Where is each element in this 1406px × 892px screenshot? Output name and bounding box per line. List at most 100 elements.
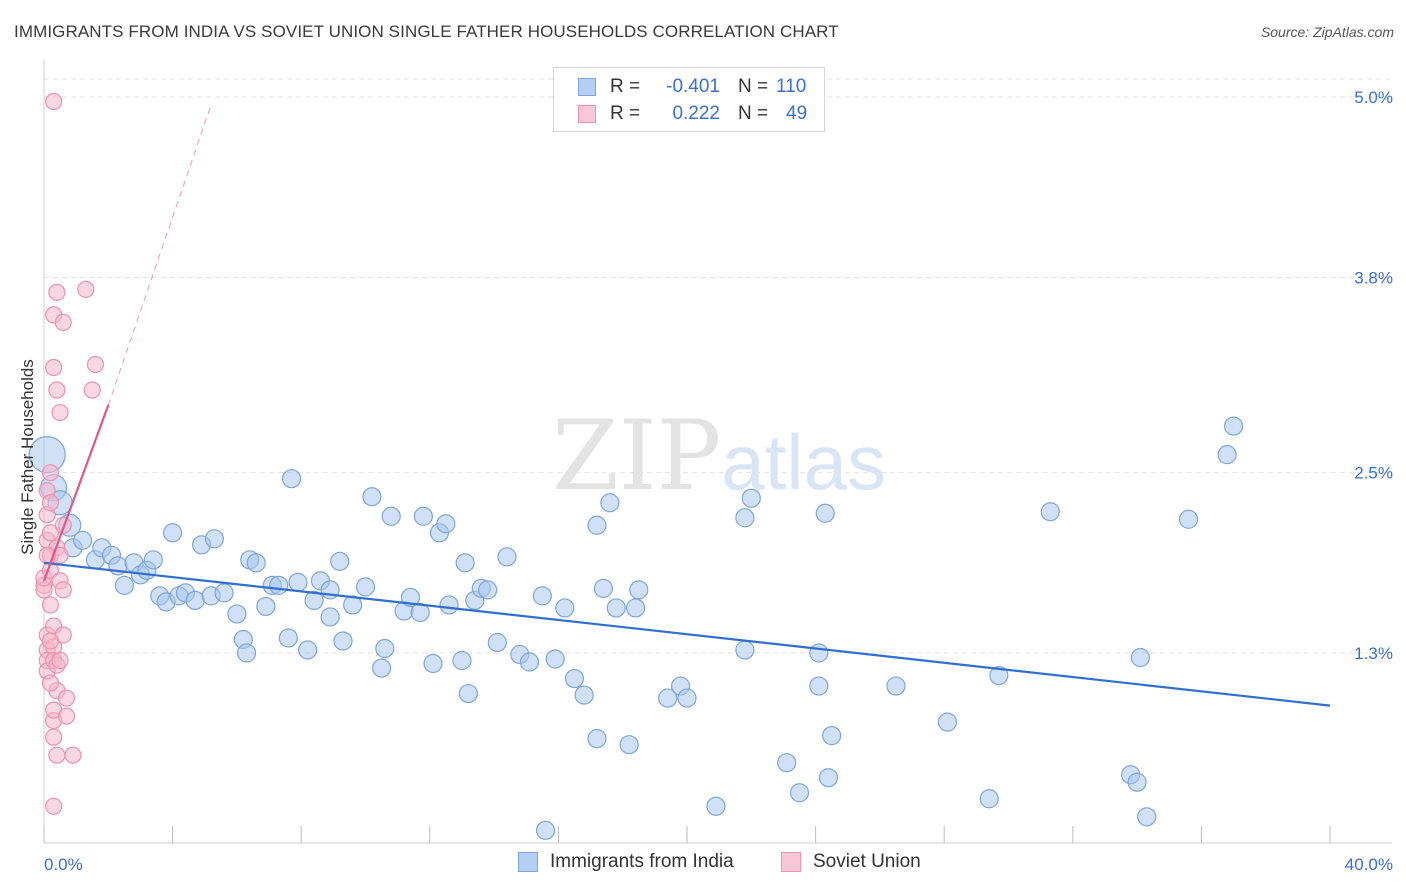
data-point-india <box>269 575 289 595</box>
data-point-india <box>593 578 614 598</box>
data-point-soviet <box>57 689 76 707</box>
legend-r-label: R = <box>610 103 641 124</box>
data-point-soviet <box>48 381 66 399</box>
data-point-soviet <box>45 728 63 746</box>
data-point-india <box>1130 647 1150 668</box>
data-point-india <box>304 590 324 611</box>
data-point-india <box>619 735 639 755</box>
data-point-india <box>487 632 507 653</box>
data-point-india <box>114 575 134 595</box>
data-point-soviet <box>48 283 66 301</box>
data-point-india <box>587 515 607 535</box>
data-point-india <box>1217 445 1237 465</box>
data-point-india <box>677 688 697 708</box>
data-point-india <box>989 665 1009 686</box>
data-point-india <box>236 643 257 663</box>
data-point-india <box>777 753 797 773</box>
data-point-india <box>706 796 726 816</box>
source-label: Source: ZipAtlas.com <box>1260 24 1394 40</box>
data-point-india <box>185 590 205 611</box>
data-point-india <box>600 493 620 513</box>
data-point-india <box>555 598 575 618</box>
data-point-india <box>497 547 517 567</box>
data-point-india <box>452 650 472 671</box>
legend: R = -0.401 N = 110 R = 0.222 N = 49 <box>553 67 825 132</box>
data-point-india <box>658 688 678 708</box>
data-point-india <box>789 783 810 803</box>
legend-r-value-india: -0.401 <box>666 76 720 97</box>
data-point-soviet <box>64 746 82 764</box>
data-point-india <box>371 658 392 678</box>
y-axis-label: Single Father Households <box>18 359 37 555</box>
legend-r-label: R = <box>610 76 641 97</box>
data-point-india <box>163 523 183 543</box>
data-point-india <box>735 508 755 528</box>
data-point-india <box>375 638 395 659</box>
data-point-india <box>587 729 607 749</box>
data-point-india <box>979 789 999 809</box>
data-point-soviet <box>45 92 63 111</box>
data-point-india <box>227 604 247 624</box>
bottom-legend-label-soviet: Soviet Union <box>813 851 921 872</box>
data-point-india <box>439 595 459 615</box>
data-point-india <box>822 726 842 746</box>
data-point-india <box>214 583 234 603</box>
data-point-india <box>246 553 266 573</box>
data-point-india <box>1040 502 1060 522</box>
trendline-soviet <box>42 404 110 582</box>
data-point-soviet <box>54 581 72 599</box>
data-point-india <box>535 820 556 840</box>
data-point-india <box>886 676 906 696</box>
y-tick-label: 5.0% <box>1354 88 1393 107</box>
data-point-soviet <box>83 381 101 399</box>
data-point-india <box>281 469 302 489</box>
data-point-india <box>815 503 835 523</box>
data-point-india <box>478 580 498 600</box>
y-tick-label: 2.5% <box>1354 464 1393 483</box>
x-tick-label: 40.0% <box>1345 855 1393 874</box>
data-point-india <box>143 550 163 570</box>
data-point-india <box>818 768 839 788</box>
data-point-india <box>256 596 276 617</box>
chart-title: IMMIGRANTS FROM INDIA VS SOVIET UNION SI… <box>14 22 839 41</box>
data-point-india <box>413 506 433 526</box>
data-point-india <box>606 598 626 618</box>
data-point-india <box>455 553 475 573</box>
data-point-india <box>625 598 646 618</box>
trendline-soviet-extension <box>107 104 212 406</box>
bottom-legend-india: Immigrants from India <box>518 851 734 873</box>
data-point-india <box>362 487 382 507</box>
data-point-india <box>423 653 443 674</box>
watermark-zip: ZIP <box>552 400 722 512</box>
legend-n-value-india: 110 <box>776 76 807 97</box>
data-point-soviet <box>45 358 63 377</box>
data-point-india <box>330 551 350 571</box>
data-point-soviet <box>51 651 69 670</box>
data-point-india <box>436 514 456 534</box>
data-point-india <box>735 640 755 660</box>
data-point-soviet <box>45 797 63 815</box>
data-point-india <box>532 586 552 606</box>
bottom-legend: Immigrants from India Soviet Union <box>0 851 1406 877</box>
data-point-soviet <box>77 280 95 298</box>
data-point-india <box>400 587 421 608</box>
data-point-india <box>545 649 565 669</box>
data-point-soviet <box>41 674 60 692</box>
data-point-india <box>1127 772 1147 792</box>
data-point-india <box>809 676 829 696</box>
data-point-india <box>381 506 401 526</box>
data-point-soviet <box>57 707 76 725</box>
data-point-india <box>298 640 318 660</box>
y-tick-label: 1.3% <box>1354 644 1393 663</box>
data-point-india <box>320 607 340 627</box>
data-point-soviet <box>41 632 60 650</box>
bottom-legend-label-india: Immigrants from India <box>550 851 734 872</box>
legend-n-value-soviet: 49 <box>786 103 808 124</box>
data-point-india <box>288 572 308 592</box>
data-point-soviet <box>41 494 60 512</box>
data-point-india <box>809 643 829 663</box>
bottom-legend-swatch-india <box>518 852 538 872</box>
legend-swatch-soviet <box>578 105 596 123</box>
y-tick-label: 3.8% <box>1354 268 1393 287</box>
